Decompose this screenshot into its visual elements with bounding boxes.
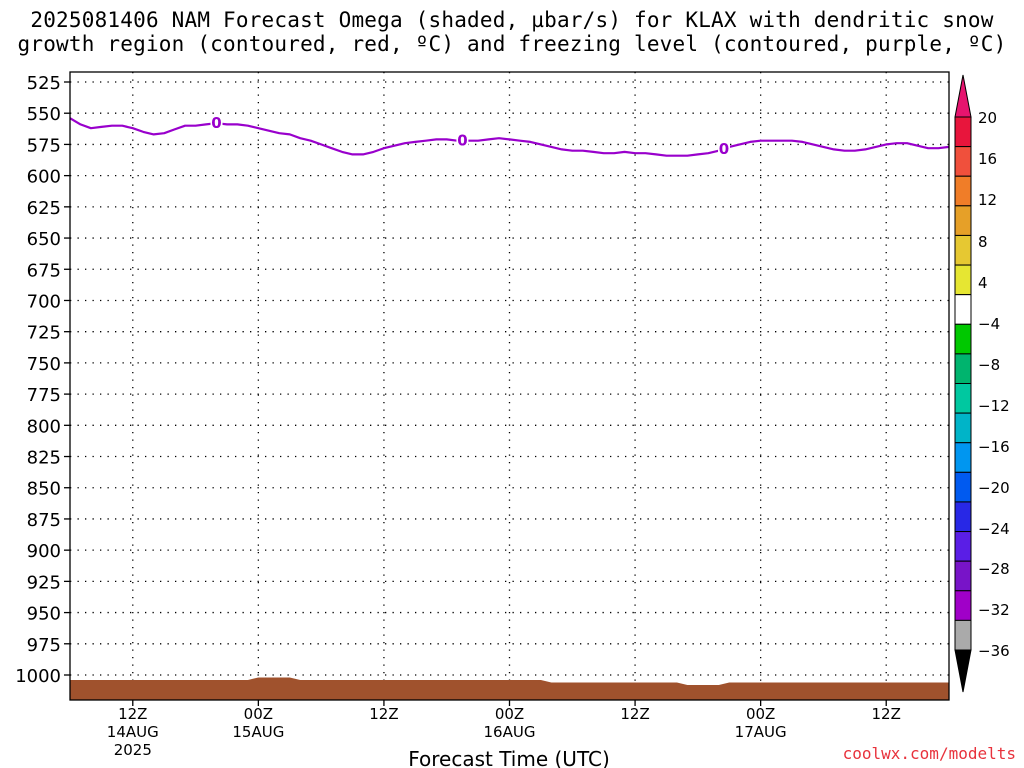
freezing-level-line [69, 117, 950, 157]
colorbar-label-7: −12 [978, 397, 1010, 415]
colorbar-segment-15 [954, 560, 972, 592]
colorbar-segment-2 [954, 175, 972, 207]
colorbar-label-4: 4 [978, 274, 988, 292]
y-tick-label-800: 800 [27, 416, 61, 437]
colorbar-segment-12 [954, 471, 972, 503]
y-tick-label-925: 925 [27, 572, 61, 593]
colorbar-label-5: −4 [978, 315, 1000, 333]
x-axis-label: Forecast Time (UTC) [408, 747, 610, 768]
colorbar-segment-13 [954, 501, 972, 533]
grid [70, 72, 949, 700]
colorbar-segment-8 [954, 353, 972, 384]
y-tick-label-650: 650 [27, 229, 61, 250]
colorbar-label-12: −32 [978, 601, 1010, 619]
colorbar-segment-17 [954, 619, 972, 651]
x-tick-label-18-1: 15AUG [232, 723, 284, 741]
x-tick-label-78-0: 12Z [872, 705, 901, 723]
chart-title-line-1: 2025081406 NAM Forecast Omega (shaded, µ… [30, 8, 994, 32]
x-tick-label-6-0: 12Z [118, 705, 147, 723]
contour-label-bg-0 [210, 114, 223, 131]
y-tick-label-850: 850 [27, 479, 61, 500]
colorbar-label-1: 16 [978, 150, 997, 168]
colorbar-label-0: 20 [978, 109, 997, 127]
colorbar-segment-7 [954, 323, 972, 355]
y-tick-label-525: 525 [27, 73, 61, 94]
chart-title: 2025081406 NAM Forecast Omega (shaded, µ… [0, 8, 1024, 56]
y-axis-ticks: 525 550 575 600 625 650 675 700 725 750 775 800 825 8… [15, 73, 70, 687]
y-tick-label-950: 950 [27, 604, 61, 625]
x-tick-label-54-0: 12Z [620, 705, 649, 723]
x-tick-label-66-1: 17AUG [735, 723, 787, 741]
colorbar-label-3: 8 [978, 233, 988, 251]
colorbar-segment-6 [954, 294, 972, 325]
contour-label-2: 0 [719, 140, 729, 158]
colorbar-segment-1 [954, 146, 972, 177]
ground-area [70, 677, 949, 700]
colorbar-segment-14 [954, 531, 972, 562]
colorbar-segment-0 [954, 116, 972, 148]
x-tick-label-42-0: 00Z [495, 705, 524, 723]
y-tick-label-550: 550 [27, 104, 61, 125]
colorbar-segment-9 [954, 383, 972, 414]
chart-title-line-2: growth region (contoured, red, ºC) and f… [17, 32, 1007, 56]
contour-label-0: 0 [211, 114, 221, 132]
x-tick-label-42-1: 16AUG [484, 723, 536, 741]
freezing-level-series: 0 0 0 [69, 114, 950, 158]
colorbar-label-6: −8 [978, 356, 1000, 374]
x-tick-label-66-0: 00Z [746, 705, 775, 723]
y-tick-label-575: 575 [27, 135, 61, 156]
y-tick-label-625: 625 [27, 198, 61, 219]
x-tick-label-18-0: 00Z [244, 705, 273, 723]
x-tick-label-6-1: 14AUG [107, 723, 159, 741]
contour-label-bg-2 [718, 139, 731, 156]
credit-link[interactable]: coolwx.com/modelts [842, 744, 1016, 763]
y-tick-label-875: 875 [27, 510, 61, 531]
colorbar-label-9: −20 [978, 479, 1010, 497]
colorbar-segment-4 [954, 234, 972, 266]
colorbar-segment-5 [954, 264, 972, 296]
contour-label-1: 0 [457, 132, 467, 150]
colorbar-label-13: −36 [978, 642, 1010, 660]
ground-fill [70, 677, 949, 700]
y-tick-label-725: 725 [27, 323, 61, 344]
y-tick-label-750: 750 [27, 354, 61, 375]
colorbar-label-8: −16 [978, 438, 1010, 456]
colorbar-top-arrow [954, 74, 972, 118]
colorbar-bottom-arrow [954, 649, 972, 693]
colorbar-segment-16 [954, 590, 972, 621]
y-tick-label-825: 825 [27, 448, 61, 469]
y-tick-label-975: 975 [27, 635, 61, 656]
contour-label-bg-1 [456, 131, 469, 148]
colorbar-segment-3 [954, 205, 972, 236]
y-tick-label-1000: 1000 [15, 666, 61, 687]
colorbar-segment-11 [954, 442, 972, 473]
x-tick-label-30-0: 12Z [369, 705, 398, 723]
y-tick-label-775: 775 [27, 385, 61, 406]
colorbar: 20 16 12 8 4 −4 −8 −12 −16 −20 −24 −28 −32 −36 [954, 74, 1010, 693]
colorbar-label-2: 12 [978, 191, 997, 209]
colorbar-label-11: −28 [978, 560, 1010, 578]
y-tick-label-600: 600 [27, 167, 61, 188]
colorbar-label-10: −24 [978, 520, 1010, 538]
y-tick-label-675: 675 [27, 260, 61, 281]
colorbar-segment-10 [954, 412, 972, 444]
x-tick-label-6-2: 2025 [114, 741, 152, 759]
y-tick-label-700: 700 [27, 291, 61, 312]
y-tick-label-900: 900 [27, 541, 61, 562]
